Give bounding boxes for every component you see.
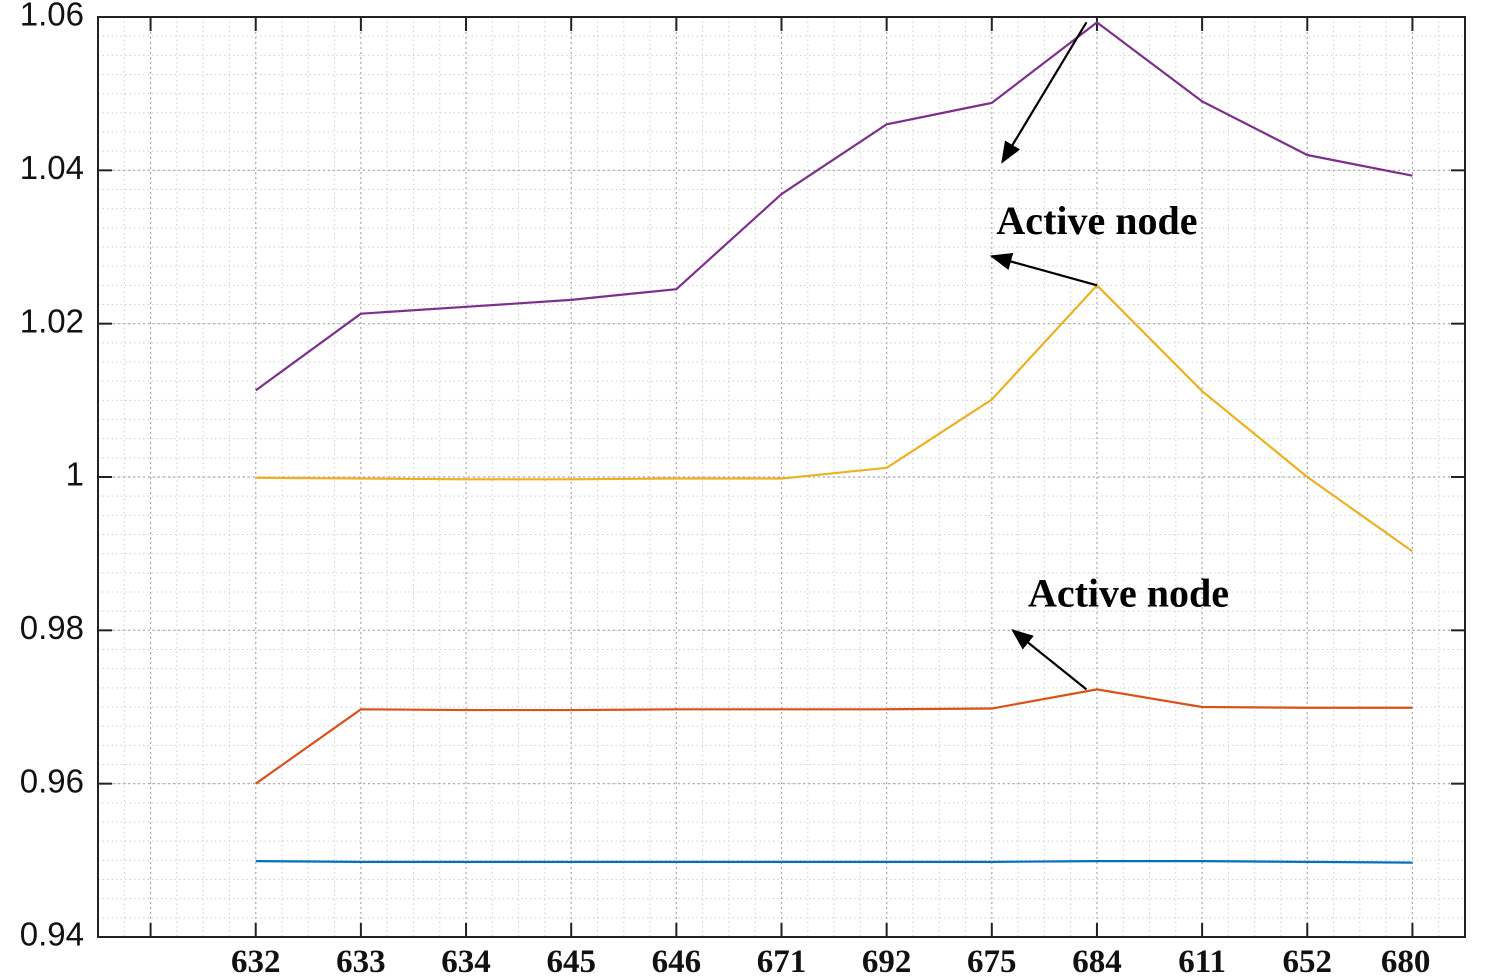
- series-line-2: [255, 284, 1414, 553]
- series-line-3: [255, 688, 1413, 785]
- x-tick-label: 680: [1381, 944, 1431, 979]
- series-line-4: [255, 859, 1413, 864]
- x-tick-labels: 632 633 634 645 646 671 692 675 684 611 652 680: [231, 944, 1430, 979]
- y-tick-label: 0.94: [20, 916, 84, 953]
- x-tick-label: 646: [652, 944, 702, 979]
- x-tick-label: 671: [757, 944, 807, 979]
- series-line-1: [255, 21, 1413, 392]
- annotation-label-1: Active node: [996, 198, 1197, 243]
- y-tick-label: 1.06: [20, 0, 84, 33]
- y-tick-label: 1: [66, 456, 84, 493]
- annotation-arrow: [1001, 21, 1088, 164]
- series-lines: [255, 21, 1414, 864]
- x-tick-label: 692: [862, 944, 912, 979]
- x-tick-label: 684: [1072, 944, 1122, 979]
- x-tick-label: 611: [1178, 944, 1226, 979]
- x-tick-label: 632: [231, 944, 281, 979]
- annotation-arrow: [1011, 628, 1088, 691]
- x-tick-label: 645: [546, 944, 596, 979]
- x-tick-label: 633: [336, 944, 386, 979]
- annotations: Active node Active node: [989, 21, 1229, 691]
- y-tick-label: 0.96: [20, 762, 84, 799]
- x-tick-label: 634: [441, 944, 491, 979]
- annotation-arrow: [989, 253, 1098, 287]
- axis-ticks: [98, 16, 1465, 938]
- major-grid: [98, 16, 1465, 938]
- x-tick-label: 652: [1283, 944, 1333, 979]
- y-tick-label: 0.98: [20, 609, 84, 646]
- y-tick-label: 1.04: [20, 149, 84, 186]
- annotation-label-2: Active node: [1028, 571, 1229, 616]
- y-tick-labels: 0.94 0.96 0.98 1 1.02 1.04 1.06: [20, 0, 84, 953]
- x-tick-label: 675: [967, 944, 1017, 979]
- y-tick-label: 1.02: [20, 302, 84, 339]
